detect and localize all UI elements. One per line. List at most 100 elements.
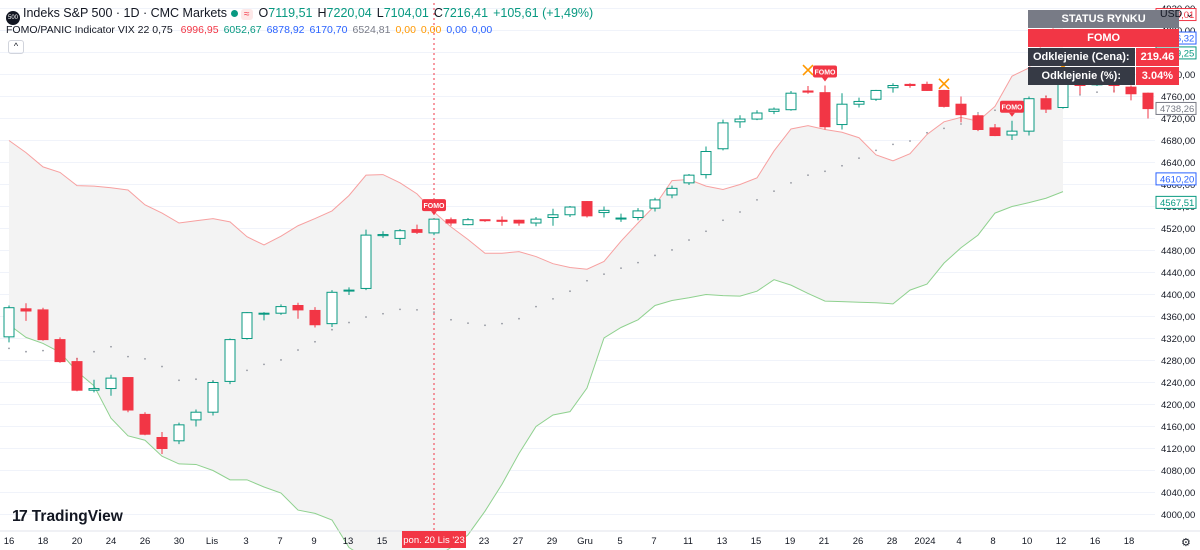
x-tick-label: 13 bbox=[343, 536, 354, 547]
y-tick-label: 4240,00 bbox=[1161, 378, 1195, 389]
x-tick-label: 27 bbox=[513, 536, 524, 547]
price-label-box bbox=[1155, 195, 1197, 209]
mid-dot bbox=[926, 131, 928, 134]
mid-dot bbox=[552, 298, 554, 300]
indicator-value: 6996,95 bbox=[180, 24, 219, 36]
fomo-label-pointer bbox=[822, 77, 828, 82]
candle-body bbox=[632, 210, 644, 218]
mid-dot bbox=[433, 311, 435, 313]
indicator-value: 6524,81 bbox=[352, 24, 391, 36]
mid-dot bbox=[42, 349, 44, 352]
x-tick-label: 7 bbox=[277, 536, 282, 547]
candle-body bbox=[20, 308, 32, 312]
collapse-legend-button[interactable]: ^ bbox=[8, 40, 24, 54]
ohlc-low-value: 7104,01 bbox=[383, 6, 429, 20]
candle-body bbox=[717, 122, 729, 150]
candle-body bbox=[462, 219, 474, 226]
candle-body bbox=[768, 108, 780, 112]
x-tick-label: 9 bbox=[311, 536, 316, 547]
fomo-label: FOMO bbox=[815, 70, 837, 77]
fomo-label-bg bbox=[813, 65, 837, 78]
candle-body bbox=[955, 103, 967, 116]
mid-dot bbox=[654, 254, 656, 257]
indicator-value: 0,00 bbox=[446, 24, 467, 36]
candle-body bbox=[71, 361, 83, 391]
candle-body bbox=[1023, 98, 1035, 132]
candle-body bbox=[394, 230, 406, 239]
indicator-value: 6170,70 bbox=[309, 24, 348, 36]
ohlc-low-label: L bbox=[376, 6, 384, 20]
x-tick-label: 4 bbox=[956, 536, 961, 547]
indicator-value: 0,00 bbox=[420, 24, 442, 36]
mid-dot bbox=[195, 378, 197, 381]
mid-dot bbox=[637, 261, 639, 264]
candle-body bbox=[938, 89, 950, 107]
candle-body bbox=[615, 217, 627, 220]
candle-body bbox=[547, 214, 559, 218]
price-label-box bbox=[1155, 101, 1197, 115]
candle-body bbox=[1040, 98, 1052, 110]
y-tick-label: 4080,00 bbox=[1161, 466, 1195, 477]
x-marker-icon bbox=[802, 64, 814, 76]
candle-body bbox=[122, 377, 134, 411]
fomo-label: FOMO bbox=[424, 203, 446, 210]
candle-body bbox=[258, 312, 270, 315]
candle-body bbox=[207, 382, 219, 413]
candle-body bbox=[972, 115, 984, 130]
tradingview-logo[interactable]: 17 TradingView bbox=[12, 508, 123, 526]
fomo-label-pointer bbox=[431, 211, 437, 216]
candle-body bbox=[326, 291, 338, 325]
indicator-name[interactable]: FOMO/PANIC Indicator VIX 22 0,75 bbox=[6, 24, 173, 36]
x-tick-label: 18 bbox=[1124, 536, 1135, 547]
x-tick-label: 19 bbox=[785, 536, 796, 547]
x-marker-icon bbox=[938, 78, 950, 90]
mid-dot bbox=[943, 127, 945, 130]
status-row-label: Odklejenie (%): bbox=[1028, 67, 1135, 85]
ohlc-open-label: O bbox=[258, 6, 269, 20]
x-tick-label: 29 bbox=[547, 536, 558, 547]
status-row-value: 3.04% bbox=[1135, 67, 1180, 85]
candle-body bbox=[377, 234, 389, 237]
market-open-dot-icon bbox=[231, 10, 239, 17]
mid-dot bbox=[467, 322, 469, 324]
symbol-title[interactable]: Indeks S&P 500 · 1D · CMC Markets bbox=[23, 6, 228, 20]
mid-dot bbox=[416, 309, 418, 311]
market-status-table: STATUS RYNKU FOMO Odklejenie (Cena): 219.… bbox=[1027, 9, 1180, 86]
candle-body bbox=[870, 89, 882, 100]
candle-body bbox=[887, 85, 899, 89]
mid-dot bbox=[314, 340, 316, 343]
mid-dot bbox=[280, 359, 282, 361]
mid-dot bbox=[450, 318, 452, 321]
mid-dot bbox=[25, 350, 27, 353]
candle-body bbox=[275, 306, 287, 314]
candle-body bbox=[666, 187, 678, 196]
x-tick-label: 30 bbox=[174, 536, 185, 547]
candle-body bbox=[564, 206, 576, 216]
mid-dot bbox=[603, 273, 605, 276]
symbol-logo: 500 bbox=[6, 11, 20, 25]
mid-dot bbox=[93, 350, 95, 353]
upper-band-line bbox=[8, 15, 1064, 270]
mid-dot bbox=[178, 379, 180, 382]
status-row-label: Odklejenie (Cena): bbox=[1028, 48, 1135, 66]
candle-body bbox=[649, 199, 661, 209]
price-label-box bbox=[1155, 172, 1197, 186]
gear-icon[interactable]: ⚙ bbox=[1181, 537, 1191, 549]
mid-dot bbox=[994, 109, 996, 112]
candle-body bbox=[173, 424, 185, 442]
price-label: 4567,51 bbox=[1160, 198, 1194, 209]
y-tick-label: 4400,00 bbox=[1161, 290, 1195, 301]
x-tick-label: 28 bbox=[887, 536, 898, 547]
currency-selector[interactable]: USD ⌄ bbox=[1160, 8, 1194, 20]
candle-body bbox=[88, 388, 100, 391]
ohlc-high-label: H bbox=[317, 6, 327, 20]
mid-dot bbox=[331, 328, 333, 331]
candle-body bbox=[343, 289, 355, 292]
indicator-value: 6878,92 bbox=[266, 24, 305, 36]
candle-body bbox=[921, 83, 933, 91]
candle-body bbox=[904, 83, 916, 87]
wave-icon: ≈ bbox=[241, 9, 253, 20]
indicator-legend: FOMO/PANIC Indicator VIX 22 0,75 6996,95… bbox=[6, 24, 502, 36]
y-tick-label: 4160,00 bbox=[1161, 422, 1195, 433]
